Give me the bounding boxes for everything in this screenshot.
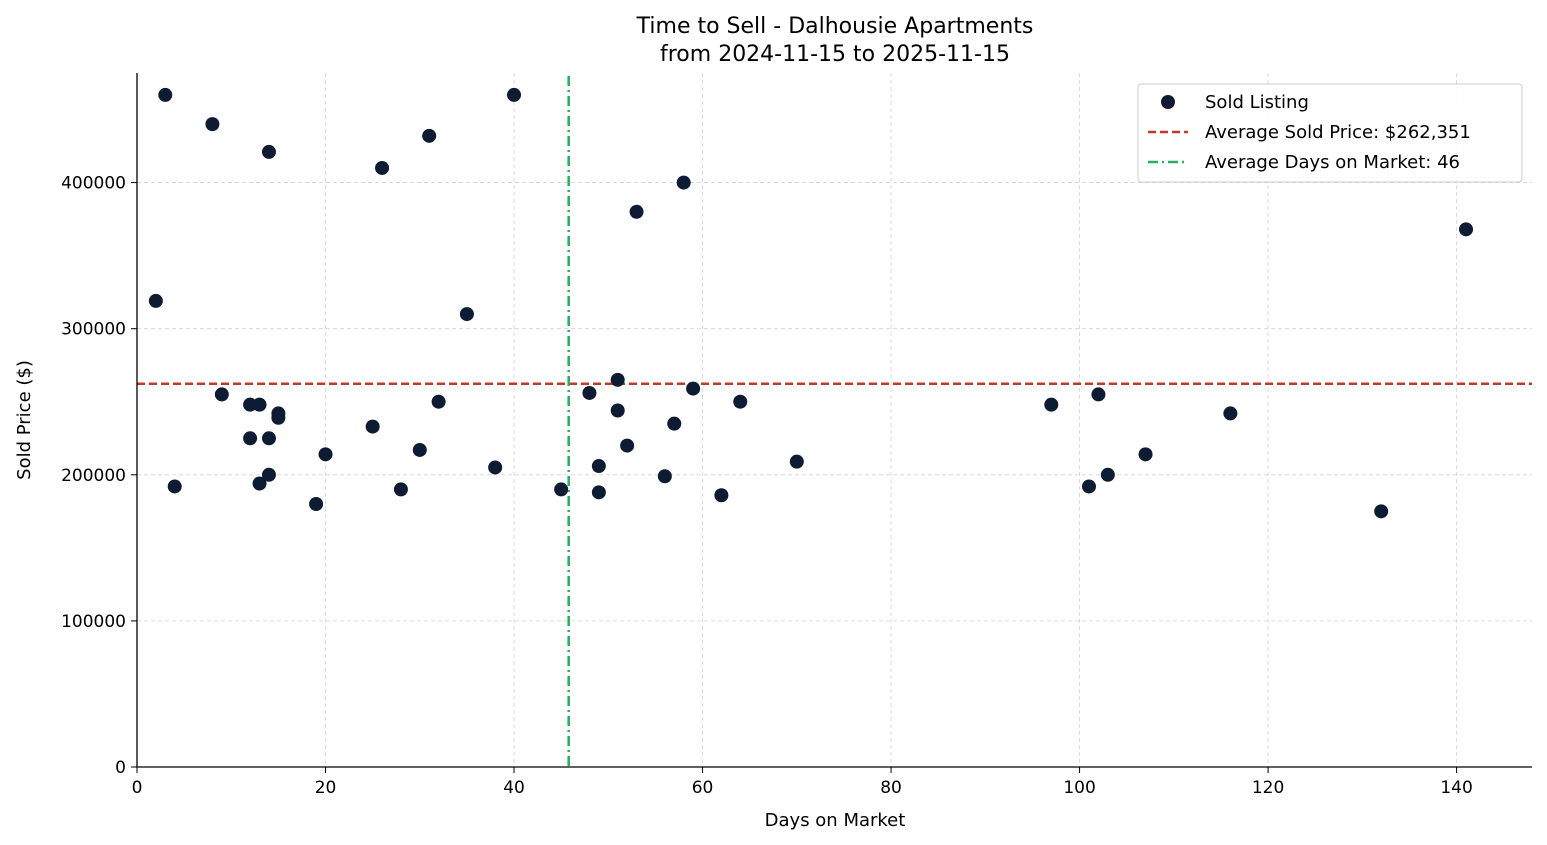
legend: Sold Listing Average Sold Price: $262,35…: [1137, 83, 1523, 183]
data-point: [591, 459, 606, 474]
data-point: [714, 488, 729, 503]
data-point: [309, 497, 324, 512]
data-point: [488, 460, 503, 475]
x-tick-label: 140: [1440, 778, 1472, 798]
data-point: [271, 410, 286, 425]
legend-label-average-days: Average Days on Market: 46: [1205, 152, 1460, 173]
data-point: [1100, 467, 1115, 482]
data-point: [365, 419, 380, 434]
data-point: [422, 128, 437, 143]
data-point: [667, 416, 682, 431]
data-point: [261, 431, 276, 446]
data-point: [620, 438, 635, 453]
chart-subtitle: from 2024-11-15 to 2025-11-15: [660, 42, 1010, 67]
data-point: [1374, 504, 1389, 519]
y-axis-label: Sold Price ($): [14, 360, 35, 480]
data-point: [1459, 222, 1474, 237]
data-point: [252, 476, 267, 491]
data-point: [676, 175, 691, 190]
data-point: [261, 144, 276, 159]
y-ticks: 0 100000 200000 300000 400000: [61, 174, 137, 778]
legend-label-sold-listing: Sold Listing: [1205, 92, 1309, 113]
data-point: [148, 293, 163, 308]
data-point: [412, 442, 427, 457]
data-point: [431, 394, 446, 409]
data-point: [591, 485, 606, 500]
x-tick-label: 100: [1063, 778, 1095, 798]
x-tick-label: 20: [315, 778, 337, 798]
data-point: [610, 372, 625, 387]
data-point: [243, 431, 258, 446]
x-ticks: 0 20 40 60 80 100 120 140: [132, 767, 1473, 798]
data-point: [686, 381, 701, 396]
data-point: [554, 482, 569, 497]
data-point: [789, 454, 804, 469]
data-points: [148, 87, 1474, 519]
grid: [137, 73, 1532, 767]
data-point: [1091, 387, 1106, 402]
data-point: [1223, 406, 1238, 421]
x-tick-label: 80: [880, 778, 902, 798]
reference-lines: [137, 76, 1532, 767]
data-point: [1044, 397, 1059, 412]
data-point: [733, 394, 748, 409]
y-tick-label: 400000: [61, 174, 126, 194]
data-point: [261, 467, 276, 482]
legend-label-average-price: Average Sold Price: $262,351: [1205, 122, 1471, 143]
x-tick-label: 120: [1252, 778, 1284, 798]
data-point: [318, 447, 333, 462]
data-point: [507, 87, 522, 102]
y-tick-label: 300000: [61, 320, 126, 340]
chart-title: Time to Sell - Dalhousie Apartments: [636, 14, 1034, 39]
legend-marker-sold-listing: [1161, 95, 1175, 109]
x-tick-label: 40: [503, 778, 525, 798]
data-point: [158, 87, 173, 102]
data-point: [167, 479, 182, 494]
data-point: [1138, 447, 1153, 462]
y-tick-label: 0: [115, 758, 126, 778]
data-point: [629, 204, 644, 219]
data-point: [1081, 479, 1096, 494]
data-point: [252, 397, 267, 412]
x-tick-label: 0: [132, 778, 143, 798]
data-point: [657, 469, 672, 484]
x-tick-label: 60: [692, 778, 714, 798]
y-tick-label: 100000: [61, 612, 126, 632]
data-point: [610, 403, 625, 418]
data-point: [582, 385, 597, 400]
y-tick-label: 200000: [61, 466, 126, 486]
data-point: [459, 307, 474, 322]
data-point: [375, 160, 390, 175]
data-point: [205, 117, 220, 132]
data-point: [214, 387, 229, 402]
data-point: [393, 482, 408, 497]
legend-box: [1137, 83, 1523, 183]
x-axis-label: Days on Market: [765, 810, 906, 831]
